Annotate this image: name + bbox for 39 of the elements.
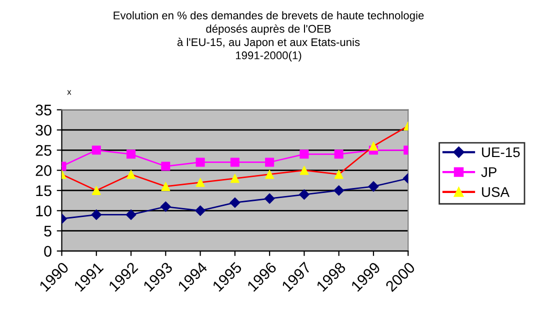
- point: [265, 170, 274, 179]
- point: [230, 174, 240, 183]
- legend-label: UE-15: [482, 147, 520, 158]
- legend-label: JP: [481, 167, 496, 178]
- point: [126, 170, 136, 179]
- point: [161, 182, 170, 191]
- y-tick-label: 20: [36, 165, 52, 176]
- point: [230, 197, 240, 208]
- point: [368, 181, 379, 192]
- y-tick-label: 30: [36, 124, 52, 136]
- y-tick-label: 15: [36, 186, 52, 196]
- point: [265, 158, 274, 167]
- point: [161, 162, 170, 171]
- y-tick-label: 0: [44, 246, 52, 257]
- point: [334, 170, 344, 179]
- point: [264, 193, 275, 204]
- point: [334, 150, 344, 159]
- y-tick-label: 5: [44, 226, 52, 237]
- legend-label: USA: [482, 187, 510, 197]
- point: [300, 150, 309, 159]
- point: [126, 150, 136, 159]
- point: [334, 185, 344, 196]
- point: [298, 189, 310, 200]
- point: [195, 205, 206, 216]
- text: x: [67, 90, 72, 95]
- point: [126, 209, 136, 220]
- point: [91, 209, 102, 220]
- chart-title: Evolution en % des demandes de brevets de haute technologie déposés auprès de l'OEB à l'EU-15, au Japon et aux Etats-unis 1991-2000(1): [114, 11, 424, 62]
- y-tick-label: 35: [36, 104, 52, 116]
- point: [196, 158, 205, 167]
- y-tick-label: 25: [36, 145, 52, 156]
- point: [160, 201, 171, 212]
- point: [92, 146, 101, 155]
- point: [196, 178, 205, 187]
- point: [230, 158, 240, 167]
- point: [92, 186, 101, 196]
- point: [368, 142, 378, 151]
- point: [300, 166, 309, 175]
- y-tick-label: 10: [36, 206, 52, 216]
